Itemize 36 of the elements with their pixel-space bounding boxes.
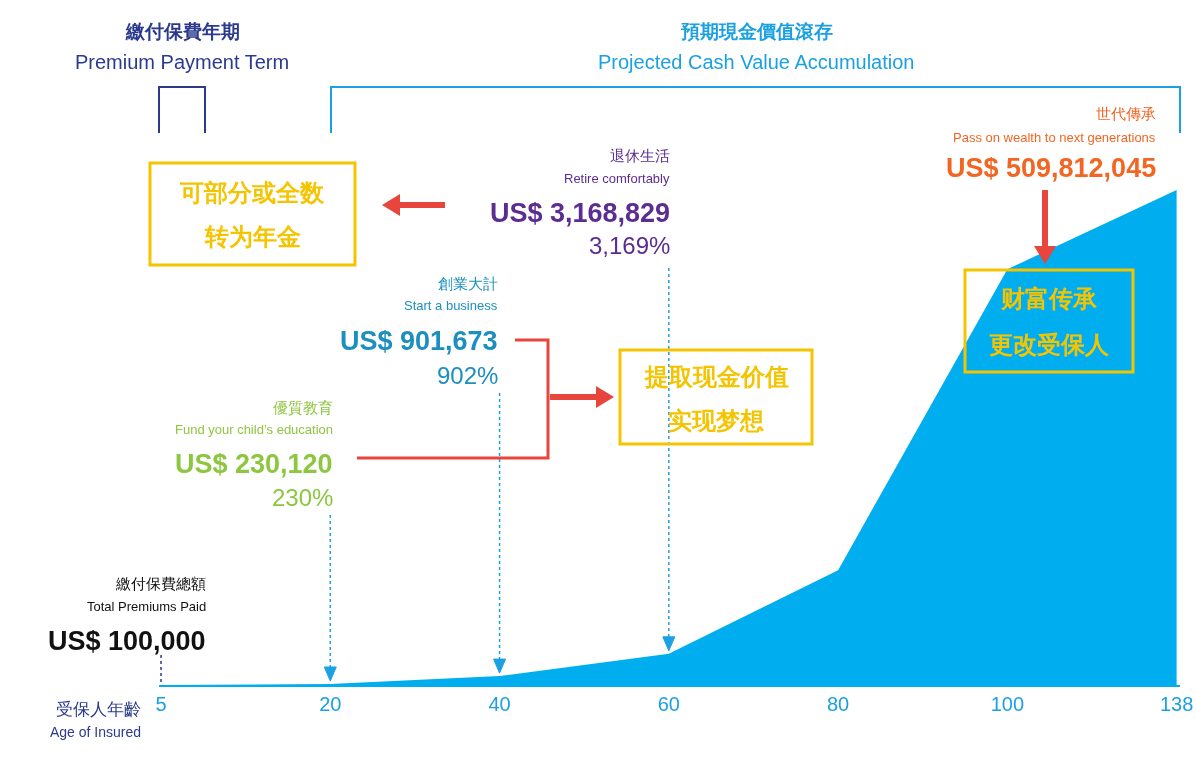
annotation: US$ 230,120 xyxy=(175,449,333,479)
annotation: 提取现金价值 xyxy=(644,363,789,390)
annotation: 3,169% xyxy=(589,232,671,259)
annotation: 902% xyxy=(437,362,499,389)
text: Premium Payment Term xyxy=(75,51,290,73)
annotation: Total Premiums Paid xyxy=(87,599,207,614)
annotation: 優質教育 xyxy=(273,399,333,416)
text: Pass on wealth to next generations xyxy=(953,130,1156,145)
x-tick-label: 80 xyxy=(826,693,850,715)
annotation: US$ 901,673 xyxy=(340,326,498,356)
annotation: 财富传承 xyxy=(1000,285,1098,312)
annotation: 转为年金 xyxy=(204,223,301,250)
annotation: 創業大計 xyxy=(438,275,498,292)
text: 世代傳承 xyxy=(1096,105,1156,122)
annotation: Fund your child’s education xyxy=(175,422,334,437)
x-tick-label: 5 xyxy=(155,693,167,715)
annotation: 实现梦想 xyxy=(668,407,764,434)
text: Projected Cash Value Accumulation xyxy=(598,51,915,73)
x-tick-label: 138 xyxy=(1159,693,1194,715)
text: Retire comfortably xyxy=(564,171,670,186)
text: 退休生活 xyxy=(610,147,670,164)
text: 預期現金價值滾存 xyxy=(680,21,833,42)
x-axis-title: 受保人年齡 Age of Insured xyxy=(50,700,142,741)
annotation: US$ 3,168,829 xyxy=(490,198,671,228)
annotation: 230% xyxy=(272,484,334,511)
x-tick-label: 60 xyxy=(657,693,680,715)
annotation: 可部分或全数 xyxy=(179,179,325,206)
annotation: 繳付保費總額 xyxy=(115,575,206,592)
text: US$ 509,812,045 xyxy=(946,153,1157,183)
annotation: 更改受保人 xyxy=(989,331,1110,358)
annotation: US$ 100,000 xyxy=(48,626,206,656)
x-tick-label: 20 xyxy=(319,693,342,715)
annotation: Start a business xyxy=(404,298,498,313)
x-tick-label: 40 xyxy=(488,693,511,715)
x-tick-label: 100 xyxy=(990,693,1025,715)
text: 繳付保費年期 xyxy=(125,21,240,42)
